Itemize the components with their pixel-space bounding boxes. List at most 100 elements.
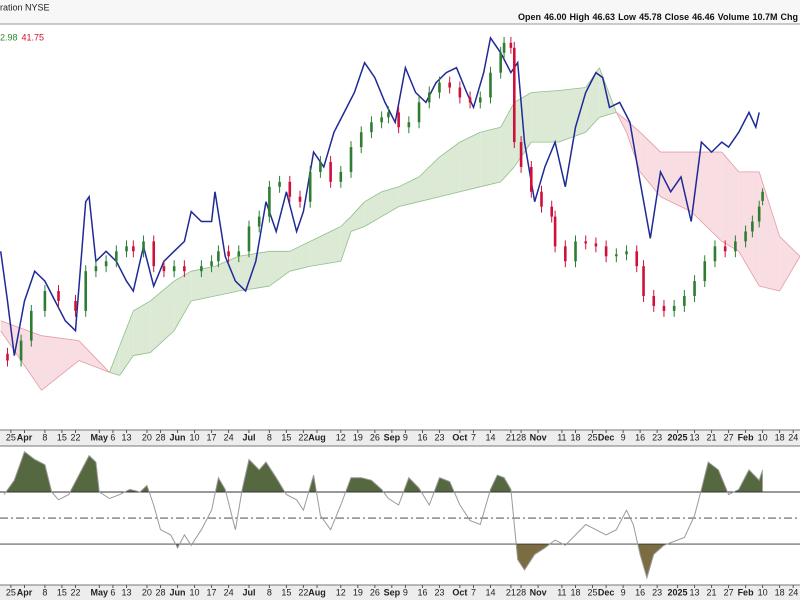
cloud-edge [480, 126, 501, 133]
x-tick-label: 10 [190, 432, 200, 442]
x-tick-label: 28 [516, 432, 526, 442]
candle-body [502, 42, 506, 53]
cloud-edge [513, 141, 532, 168]
candle-body [468, 97, 472, 103]
candle-body [652, 295, 656, 306]
quote-value: 10.7M [752, 12, 778, 22]
cloud-fill [133, 300, 151, 356]
candle-body [84, 271, 88, 311]
x-tick-label: 16 [635, 587, 645, 597]
cloud-edge [639, 131, 661, 153]
cloud-fill [214, 256, 239, 296]
candle-body [162, 266, 166, 272]
quote-value: 46.00 [544, 12, 567, 22]
quote-bar: Open 46.00 High 46.63 Low 45.78 Close 46.46 Volu… [518, 12, 798, 22]
cloud-fill [585, 67, 600, 133]
cloud-fill [419, 157, 440, 202]
cloud-edge [289, 265, 311, 272]
cloud-edge [531, 90, 559, 93]
x-tick-label: 20 [142, 432, 152, 442]
cloud-value: 2.98 [0, 32, 18, 42]
cloud-edge [133, 352, 151, 356]
x-tick-label: 28 [156, 587, 166, 597]
x-tick-label: 16 [417, 587, 427, 597]
x-tick-label: 9 [403, 587, 408, 597]
candle-body [227, 251, 230, 257]
x-tick-label: Apr [17, 587, 33, 597]
x-tick-label: 18 [775, 587, 785, 597]
x-tick-label: 20 [142, 587, 152, 597]
x-tick-label: Jun [170, 587, 186, 597]
candle-body [349, 147, 353, 172]
candle-body [298, 196, 302, 202]
x-tick-label: Nov [530, 432, 547, 442]
cloud-edge [759, 285, 780, 292]
cloud-fill [660, 152, 692, 212]
candle-body [723, 246, 727, 252]
x-tick-label: Sep [384, 587, 401, 597]
x-tick-label: 16 [635, 432, 645, 442]
candle-body [458, 87, 462, 98]
candle-body [308, 171, 312, 202]
cloud-edge [191, 295, 216, 302]
cloud-edge [238, 250, 270, 257]
candle-body [200, 266, 203, 272]
candle-body [397, 112, 400, 128]
x-tick-label: 21 [707, 587, 717, 597]
cloud-fill [779, 236, 800, 292]
oversold-fill [4, 544, 763, 578]
candle-body [509, 42, 513, 48]
cloud-edge [398, 176, 420, 188]
x-tick-label: Dec [598, 432, 615, 442]
cloud-edge [133, 300, 151, 312]
x-tick-label: 11 [557, 587, 566, 597]
cloud-edge [418, 196, 440, 203]
candle-body [757, 206, 761, 222]
x-tick-label: Jun [170, 432, 186, 442]
candle-body [370, 122, 373, 133]
x-tick-label: 26 [370, 587, 380, 597]
cloud-edge [779, 236, 800, 257]
cloud-edge [615, 112, 627, 133]
overbought-fill [5, 451, 763, 493]
quote-value: 46.63 [592, 12, 616, 22]
x-tick-label: 24 [788, 432, 798, 442]
candle-body [519, 142, 523, 167]
x-tick-label: 22 [71, 432, 81, 442]
x-tick-label: 27 [724, 587, 734, 597]
candle-body [125, 246, 128, 252]
cloud-fill [191, 266, 215, 301]
cloud-edge [459, 131, 481, 143]
x-tick-label: Dec [598, 587, 615, 597]
cloud-edge [758, 171, 780, 237]
candle-body [550, 206, 554, 217]
x-tick-label: 15 [281, 587, 291, 597]
cloud-edge [109, 372, 120, 376]
x-tick-label: Nov [530, 587, 547, 597]
x-tick-label: 12 [336, 587, 346, 597]
cloud-fill [340, 216, 352, 262]
x-tick-label: 25 [6, 432, 16, 442]
candle-body [761, 191, 764, 201]
candle-body [278, 181, 281, 187]
cloud-edge [418, 156, 440, 178]
cloud-fill [439, 142, 460, 197]
cloud-edge [558, 131, 586, 143]
x-tick-label: 6 [110, 587, 115, 597]
x-tick-label: 2025 [668, 587, 688, 597]
candle-body [553, 216, 557, 247]
x-tick-label: 10 [758, 432, 768, 442]
candle-body [672, 305, 676, 311]
x-tick-label: 21 [707, 432, 717, 442]
cloud-fill [351, 201, 365, 232]
candle-body [172, 266, 176, 272]
cloud-edge [690, 211, 723, 242]
x-tick-label: Jul [242, 587, 255, 597]
candle-body [448, 82, 451, 88]
candle-body [19, 340, 23, 361]
price-line [0, 35, 760, 356]
cloud-edge [289, 241, 311, 252]
cloud-edge [109, 345, 121, 373]
cloud-edge [439, 141, 461, 158]
x-tick-label: May [91, 432, 109, 442]
